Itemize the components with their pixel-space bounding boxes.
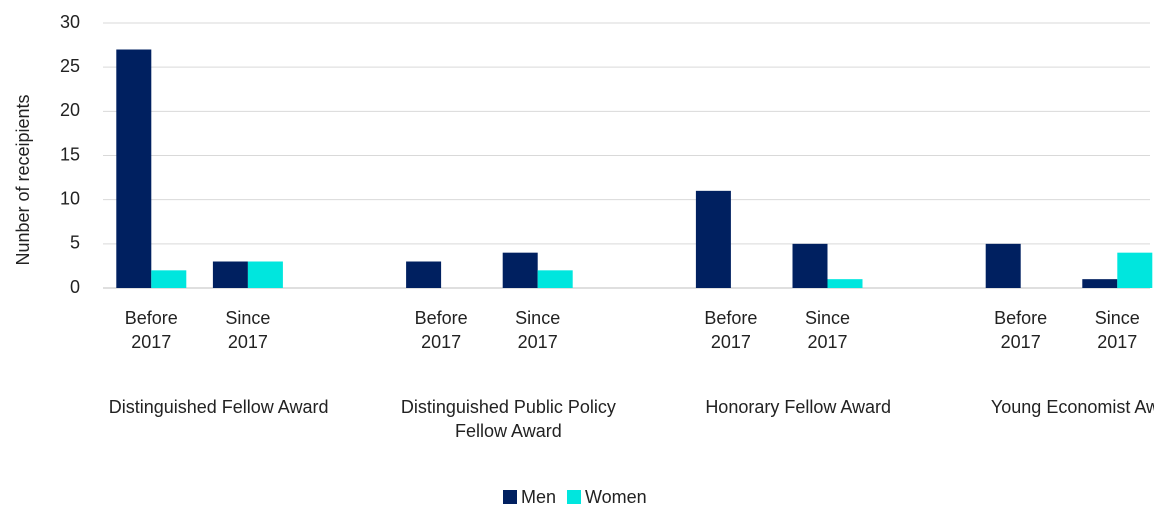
bar — [1082, 279, 1118, 288]
bar — [406, 261, 442, 288]
bar — [792, 243, 828, 288]
x-tick-label: Since 2017 — [515, 308, 561, 352]
x-tick-label: Since 2017 — [1094, 308, 1140, 352]
bar — [212, 261, 248, 288]
bar — [116, 49, 152, 288]
y-tick-label: 15 — [60, 144, 80, 164]
y-tick-label: 10 — [60, 188, 80, 208]
bar — [537, 270, 573, 288]
x-tick-label: Before 2017 — [124, 308, 178, 352]
bar — [502, 252, 538, 288]
bar — [247, 261, 283, 288]
bar — [151, 270, 187, 288]
y-axis-label: Nunber of receipients — [13, 94, 33, 265]
bar — [985, 243, 1021, 288]
legend-swatch — [567, 490, 581, 504]
group-label: Distinguished Fellow Award — [108, 397, 329, 417]
group-label: Honorary Fellow Award — [705, 397, 892, 417]
y-tick-label: 25 — [60, 56, 80, 76]
y-tick-label: 0 — [70, 277, 80, 297]
group-label: Distinguished Public Policy Fellow Award — [400, 397, 616, 441]
x-tick-label: Since 2017 — [225, 308, 271, 352]
bar — [1117, 252, 1153, 288]
bar — [695, 190, 731, 288]
legend-label: Men — [521, 487, 556, 506]
x-tick-label: Before 2017 — [704, 308, 758, 352]
bar — [827, 279, 863, 288]
x-tick-label: Before 2017 — [994, 308, 1048, 352]
legend-swatch — [503, 490, 517, 504]
x-tick-label: Since 2017 — [804, 308, 851, 352]
y-tick-label: 30 — [60, 12, 80, 32]
group-label: Young Economist Award — [990, 397, 1154, 417]
y-tick-label: 5 — [70, 233, 80, 253]
legend-label: Women — [585, 487, 647, 506]
x-tick-label: Before 2017 — [414, 308, 468, 352]
y-tick-label: 20 — [60, 100, 80, 120]
